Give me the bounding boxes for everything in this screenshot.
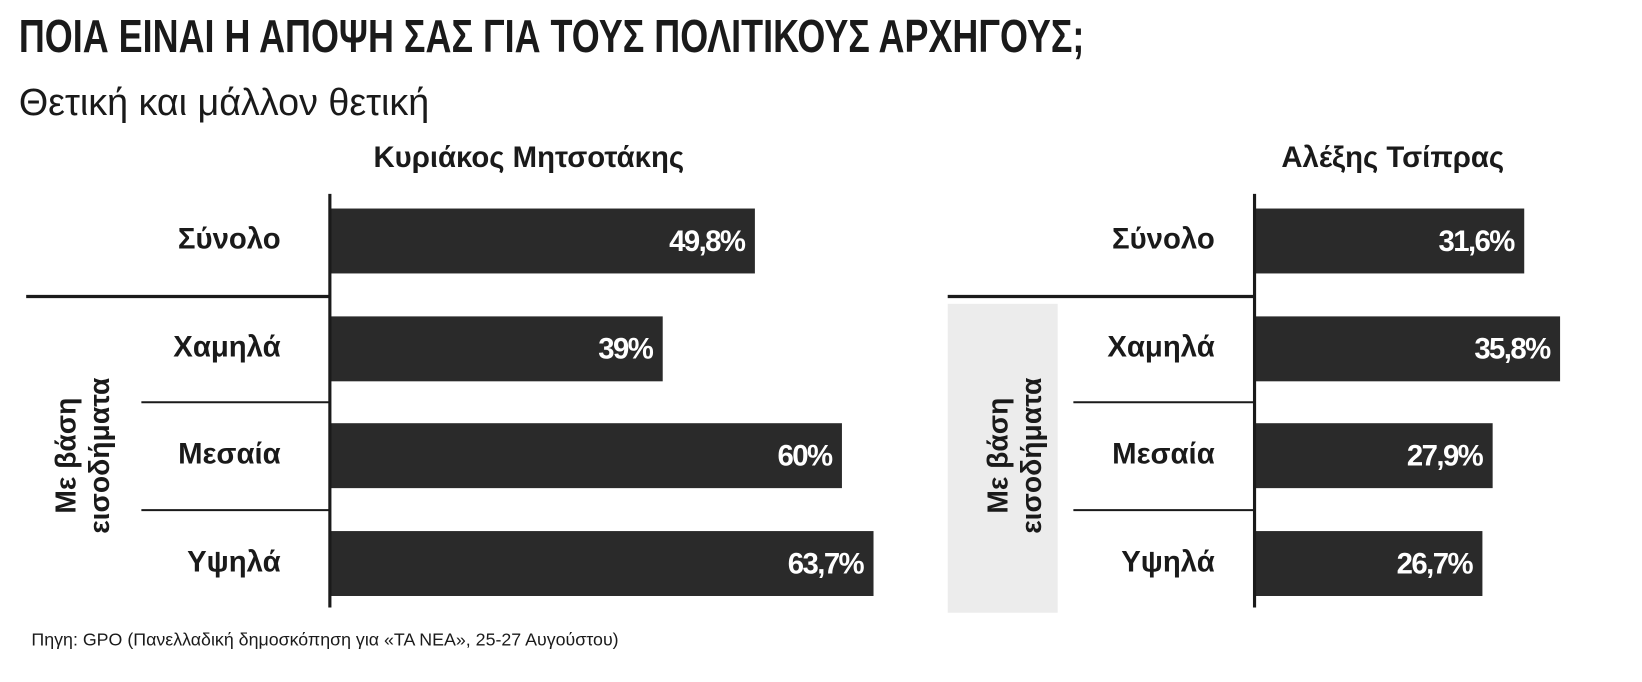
value-label: 27,9%	[1407, 440, 1484, 473]
chart-title: Κυριάκος Μητσοτάκης	[373, 141, 684, 174]
value-label: 26,7%	[1397, 547, 1474, 580]
bar	[329, 208, 755, 274]
bar	[1254, 316, 1561, 382]
bar	[1254, 531, 1483, 596]
group-label-line: Με βάση	[50, 398, 82, 514]
category-label: Χαμηλά	[173, 331, 280, 364]
category-label: Υψηλά	[187, 545, 281, 578]
value-label: 35,8%	[1474, 333, 1551, 366]
chart-title: Αλέξης Τσίπρας	[1281, 141, 1504, 174]
page-subtitle: Θετική και μάλλον θετική	[19, 81, 429, 123]
group-label-line: εισοδήματα	[1015, 377, 1047, 534]
category-label: Σύνολο	[178, 223, 281, 256]
category-label: Χαμηλά	[1107, 331, 1214, 364]
group-background	[947, 303, 1058, 613]
value-label: 63,7%	[788, 547, 865, 580]
source-note: Πηγη: GPO (Πανελλαδική δημοσκόπηση για «…	[31, 630, 618, 650]
group-label: Με βάση	[50, 398, 82, 514]
group-label: Με βάση	[982, 398, 1014, 514]
group-label: εισοδήματα	[83, 377, 115, 534]
value-label: 49,8%	[669, 225, 746, 258]
value-label: 31,6%	[1438, 225, 1515, 258]
category-label: Μεσαία	[178, 437, 281, 470]
group-label: εισοδήματα	[1015, 377, 1047, 534]
value-label: 39%	[598, 333, 653, 366]
category-label: Μεσαία	[1112, 437, 1215, 470]
category-label: Υψηλά	[1121, 545, 1215, 578]
value-label: 60%	[778, 440, 833, 473]
bar	[329, 531, 874, 596]
title-group: ΠΟΙΑ ΕΙΝΑΙ Η ΑΠΟΨΗ ΣΑΣ ΓΙΑ ΤΟΥΣ ΠΟΛΙΤΙΚΟ…	[19, 11, 1085, 62]
bar	[329, 316, 663, 382]
bar	[1254, 423, 1493, 489]
page-title: ΠΟΙΑ ΕΙΝΑΙ Η ΑΠΟΨΗ ΣΑΣ ΓΙΑ ΤΟΥΣ ΠΟΛΙΤΙΚΟ…	[19, 11, 1085, 62]
bar	[1254, 208, 1525, 274]
bar	[329, 423, 842, 489]
group-label-line: εισοδήματα	[83, 377, 115, 534]
group-label-line: Με βάση	[982, 398, 1014, 514]
category-label: Σύνολο	[1112, 223, 1215, 256]
